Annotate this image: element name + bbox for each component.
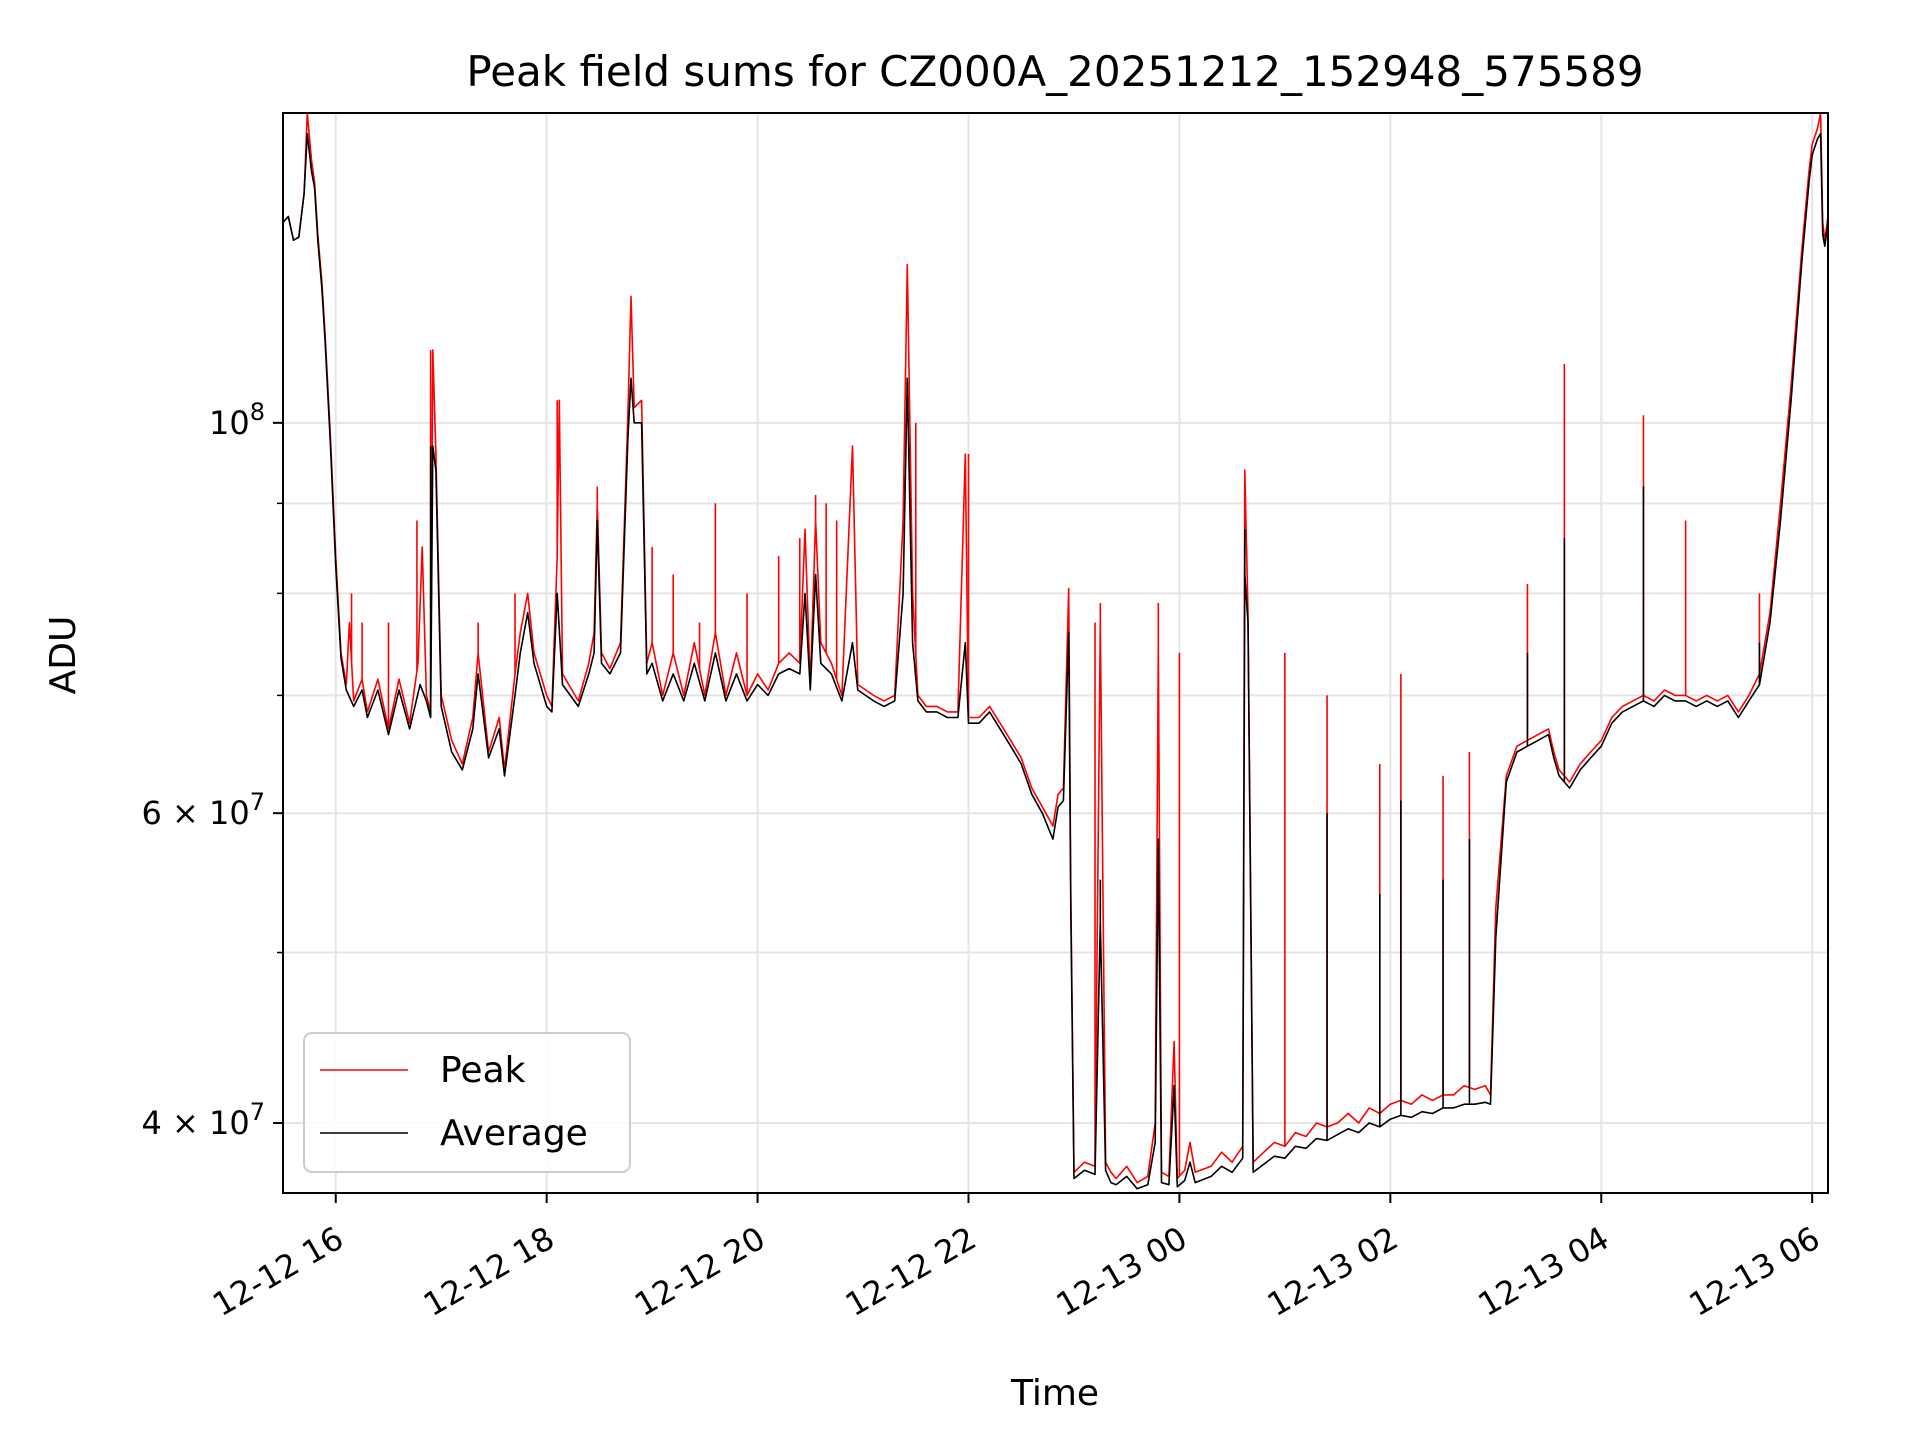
plot-frame [282, 112, 1829, 1194]
series-line-average [283, 132, 1828, 1190]
legend-box [303, 1032, 631, 1173]
y-axis: 108 6 × 107 4 × 107 [141, 398, 283, 1142]
x-axis-label: Time [1010, 1373, 1099, 1414]
legend: Peak Average [303, 1032, 631, 1173]
chart-title: Peak field sums for CZ000A_20251212_1529… [466, 47, 1643, 96]
y-tick-label: 4 × 107 [141, 1098, 265, 1142]
y-axis-label: ADU [43, 616, 84, 695]
series-line-peak [283, 113, 1828, 1184]
legend-label-peak: Peak [440, 1050, 526, 1091]
plot-series [283, 113, 1828, 1190]
legend-label-average: Average [440, 1113, 588, 1154]
y-tick-label: 6 × 107 [141, 788, 265, 832]
y-tick-label: 108 [209, 398, 265, 442]
